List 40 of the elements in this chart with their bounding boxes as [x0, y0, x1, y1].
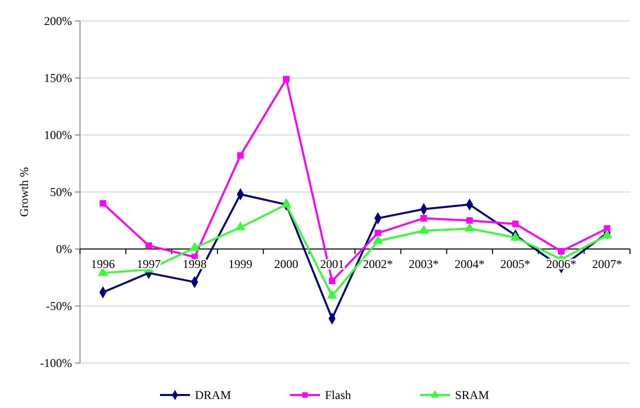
point — [236, 222, 246, 230]
x-tick-label: 2004* — [454, 257, 485, 271]
y-tick-label: 50% — [50, 185, 72, 200]
x-tick-label: 2007* — [592, 257, 622, 271]
x-tick-label: 2002* — [362, 257, 393, 271]
x-tick-label: 1997 — [136, 257, 161, 271]
x-tick-label: 2003* — [408, 257, 439, 271]
point — [328, 278, 336, 284]
x-tick-label: 1999 — [228, 257, 252, 271]
y-tick-label: 200% — [44, 14, 72, 28]
point — [237, 152, 244, 159]
point — [374, 230, 382, 236]
point — [464, 223, 474, 232]
point — [604, 225, 610, 232]
point — [558, 248, 564, 255]
point — [100, 200, 106, 207]
x-tick-label: 2005* — [500, 257, 530, 271]
point — [283, 76, 290, 82]
point — [512, 220, 519, 228]
point — [373, 236, 383, 244]
point — [466, 217, 473, 224]
x-tick-label: 1996 — [90, 257, 115, 271]
point — [420, 214, 427, 222]
y-tick-label: -50% — [46, 299, 72, 314]
y-tick-label: 150% — [44, 71, 72, 86]
point — [602, 230, 612, 238]
y-tick-label: 0% — [56, 242, 72, 256]
point — [146, 242, 152, 249]
point — [327, 290, 337, 299]
y-tick-label: -100% — [40, 356, 72, 370]
point — [510, 232, 520, 241]
x-tick-label: 2000 — [274, 257, 298, 271]
point — [282, 199, 291, 208]
y-tick-label: 100% — [44, 128, 72, 142]
legend-label: SRAM — [455, 388, 490, 402]
point — [190, 242, 200, 251]
y-axis-title: Growth % — [17, 167, 31, 217]
point — [419, 225, 428, 234]
legend-label: DRAM — [195, 388, 232, 402]
legend-label: Flash — [325, 388, 352, 402]
